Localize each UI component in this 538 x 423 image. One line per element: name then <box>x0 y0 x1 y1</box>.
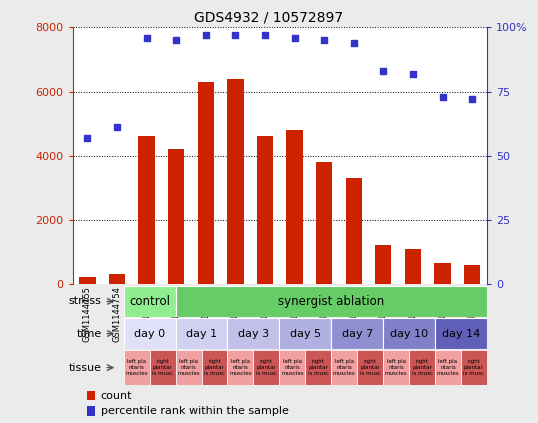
Text: GDS4932 / 10572897: GDS4932 / 10572897 <box>194 11 344 25</box>
Point <box>468 96 476 103</box>
Text: right
plantar
is musc: right plantar is musc <box>360 360 381 376</box>
Bar <box>305 350 331 385</box>
Bar <box>286 130 303 284</box>
Bar <box>175 286 487 317</box>
Point <box>290 34 299 41</box>
Bar <box>79 277 96 284</box>
Bar <box>375 245 392 284</box>
Bar <box>175 318 228 349</box>
Point <box>408 70 417 77</box>
Point <box>438 93 447 100</box>
Bar <box>461 350 487 385</box>
Bar <box>345 178 362 284</box>
Text: day 7: day 7 <box>342 329 373 338</box>
Bar <box>150 350 175 385</box>
Point <box>142 34 151 41</box>
Text: right
plantar
is musc: right plantar is musc <box>152 360 173 376</box>
Point <box>172 37 180 44</box>
Text: count: count <box>101 390 132 401</box>
Text: right
plantar
is musc: right plantar is musc <box>256 360 277 376</box>
Text: left pla
ntaris
muscles: left pla ntaris muscles <box>281 360 303 376</box>
Text: day 10: day 10 <box>390 329 428 338</box>
Text: right
plantar
is musc: right plantar is musc <box>308 360 329 376</box>
Bar <box>109 274 125 284</box>
Bar <box>87 406 95 415</box>
Text: right
plantar
is musc: right plantar is musc <box>204 360 225 376</box>
Bar <box>383 350 409 385</box>
Bar <box>124 318 175 349</box>
Text: synergist ablation: synergist ablation <box>278 295 384 308</box>
Bar <box>357 350 383 385</box>
Text: left pla
ntaris
muscles: left pla ntaris muscles <box>333 360 356 376</box>
Text: right
plantar
is musc: right plantar is musc <box>412 360 433 376</box>
Text: left pla
ntaris
muscles: left pla ntaris muscles <box>437 360 459 376</box>
Point <box>320 37 328 44</box>
Text: percentile rank within the sample: percentile rank within the sample <box>101 406 288 416</box>
Text: left pla
ntaris
muscles: left pla ntaris muscles <box>125 360 148 376</box>
Text: day 3: day 3 <box>238 329 269 338</box>
Text: time: time <box>76 329 102 338</box>
Bar <box>316 162 332 284</box>
Bar <box>405 249 421 284</box>
Bar <box>435 350 461 385</box>
Point <box>201 32 210 38</box>
Bar <box>257 137 273 284</box>
Bar <box>228 350 253 385</box>
Bar <box>87 391 95 400</box>
Point <box>113 124 122 131</box>
Bar <box>409 350 435 385</box>
Text: left pla
ntaris
muscles: left pla ntaris muscles <box>385 360 407 376</box>
Bar <box>331 350 357 385</box>
Bar <box>138 137 155 284</box>
Point <box>83 135 91 141</box>
Bar <box>124 286 175 317</box>
Text: day 5: day 5 <box>290 329 321 338</box>
Point <box>349 39 358 46</box>
Bar <box>435 318 487 349</box>
Bar <box>279 350 305 385</box>
Point <box>260 32 269 38</box>
Bar <box>168 149 185 284</box>
Text: day 0: day 0 <box>134 329 165 338</box>
Text: stress: stress <box>69 297 102 306</box>
Bar <box>279 318 331 349</box>
Text: day 14: day 14 <box>442 329 480 338</box>
Bar <box>464 265 480 284</box>
Text: left pla
ntaris
muscles: left pla ntaris muscles <box>178 360 200 376</box>
Text: tissue: tissue <box>69 363 102 373</box>
Text: day 1: day 1 <box>186 329 217 338</box>
Bar <box>197 82 214 284</box>
Text: right
plantar
is musc: right plantar is musc <box>463 360 484 376</box>
Bar <box>253 350 279 385</box>
Bar <box>331 318 383 349</box>
Point <box>231 32 239 38</box>
Bar <box>124 350 150 385</box>
Bar <box>175 350 202 385</box>
Text: left pla
ntaris
muscles: left pla ntaris muscles <box>229 360 252 376</box>
Text: control: control <box>129 295 170 308</box>
Bar <box>383 318 435 349</box>
Point <box>379 68 387 74</box>
Bar <box>434 263 451 284</box>
Bar <box>227 79 244 284</box>
Bar <box>228 318 279 349</box>
Bar <box>202 350 228 385</box>
